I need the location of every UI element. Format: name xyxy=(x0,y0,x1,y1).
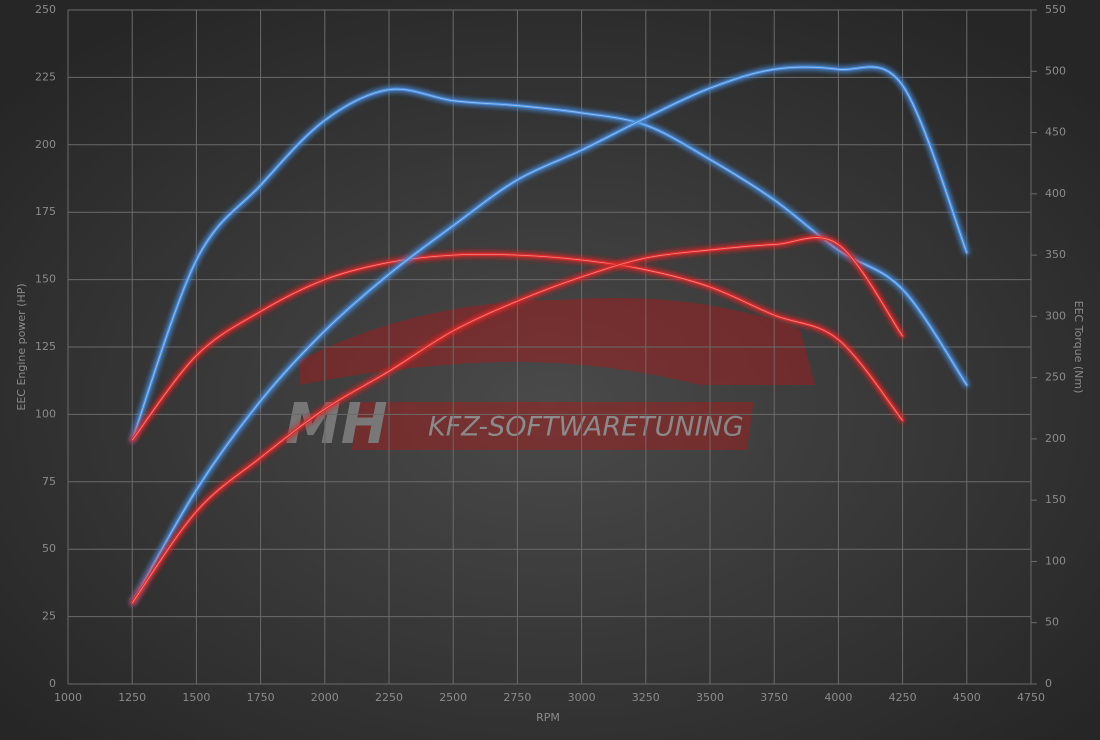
x-tick-label: 4000 xyxy=(824,691,852,704)
x-tick-label: 3750 xyxy=(760,691,788,704)
series-line xyxy=(130,236,905,605)
y2-tick-label: 400 xyxy=(1045,187,1066,200)
x-tick-label: 3000 xyxy=(568,691,596,704)
x-tick-label: 4500 xyxy=(953,691,981,704)
series-line-core xyxy=(131,253,903,441)
x-tick-label: 3500 xyxy=(696,691,724,704)
y-tick-label: 25 xyxy=(42,610,56,623)
y-tick-label: 100 xyxy=(35,407,56,420)
y2-tick-label: 500 xyxy=(1045,64,1066,77)
y2-tick-label: 0 xyxy=(1045,677,1052,690)
y-axis-label: EEC Engine power (HP) xyxy=(15,283,28,410)
x-axis-label: RPM xyxy=(536,711,560,724)
x-tick-label: 2000 xyxy=(311,691,339,704)
x-tick-label: 4750 xyxy=(1017,691,1045,704)
y2-tick-label: 150 xyxy=(1045,493,1066,506)
x-tick-label: 1500 xyxy=(182,691,210,704)
watermark-text: KFZ-SOFTWARETUNING xyxy=(428,412,744,443)
y-tick-label: 0 xyxy=(49,677,56,690)
x-tick-label: 3250 xyxy=(632,691,660,704)
y2-tick-label: 550 xyxy=(1045,3,1066,16)
y-tick-label: 150 xyxy=(35,273,56,286)
series-line xyxy=(130,65,969,605)
y-tick-label: 250 xyxy=(35,3,56,16)
y-tick-label: 50 xyxy=(42,542,56,555)
series-line xyxy=(130,252,905,442)
series-line-core xyxy=(131,88,968,441)
y2-tick-label: 450 xyxy=(1045,126,1066,139)
y-tick-label: 225 xyxy=(35,70,56,83)
series-line-core xyxy=(131,237,903,604)
x-tick-label: 4250 xyxy=(889,691,917,704)
y-tick-label: 75 xyxy=(42,475,56,488)
x-tick-label: 2500 xyxy=(439,691,467,704)
y2-tick-label: 300 xyxy=(1045,309,1066,322)
x-tick-label: 1750 xyxy=(247,691,275,704)
y2-tick-label: 250 xyxy=(1045,371,1066,384)
y2-tick-label: 200 xyxy=(1045,432,1066,445)
series-line-core xyxy=(131,66,968,604)
x-tick-label: 1000 xyxy=(54,691,82,704)
y2-tick-label: 50 xyxy=(1045,616,1059,629)
y-tick-label: 175 xyxy=(35,205,56,218)
series-line xyxy=(130,87,969,442)
grid xyxy=(67,9,1032,685)
y2-tick-label: 100 xyxy=(1045,554,1066,567)
watermark-car xyxy=(300,298,815,385)
x-tick-label: 2750 xyxy=(503,691,531,704)
x-tick-label: 2250 xyxy=(375,691,403,704)
y-tick-label: 125 xyxy=(35,340,56,353)
y-tick-label: 200 xyxy=(35,138,56,151)
y2-axis-label: EEC Torque (Nm) xyxy=(1072,301,1085,394)
x-tick-label: 1250 xyxy=(118,691,146,704)
y2-tick-label: 350 xyxy=(1045,248,1066,261)
